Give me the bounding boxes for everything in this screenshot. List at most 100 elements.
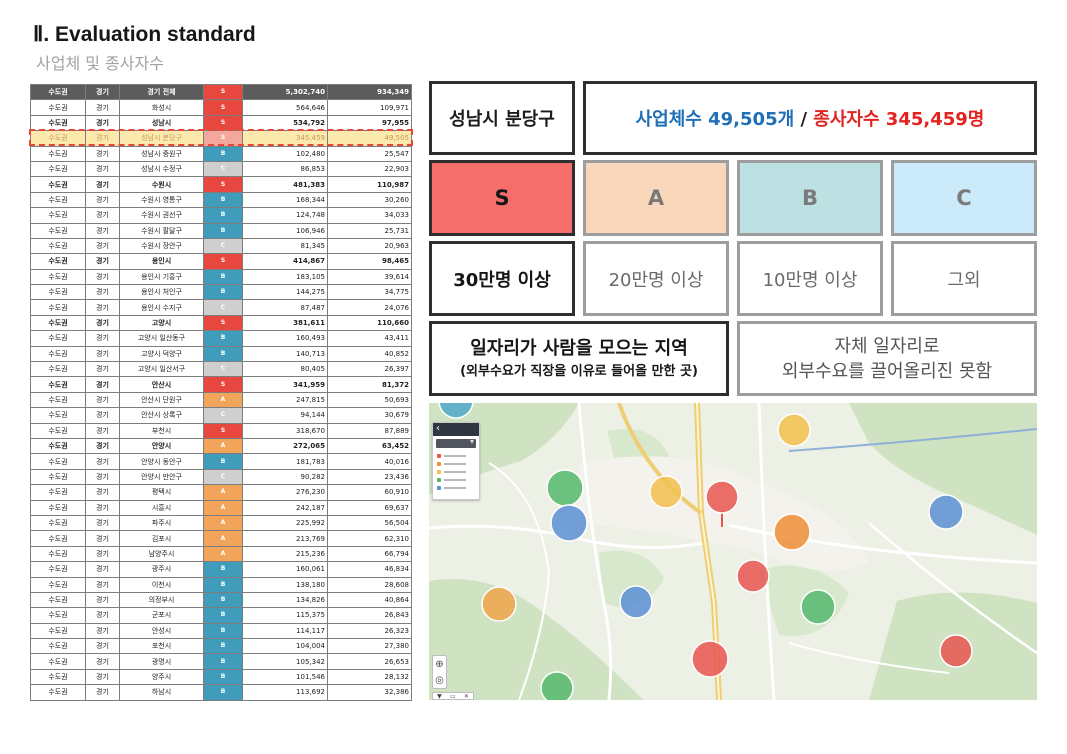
- map-cluster-marker[interactable]: [705, 480, 739, 514]
- legend-item[interactable]: [433, 468, 479, 476]
- table-row: 수도권 경기 수원시 S 481,383 110,987: [30, 176, 412, 193]
- legend-item[interactable]: [433, 452, 479, 460]
- region-cell: 수도권: [30, 453, 86, 470]
- table-row: 수도권 경기 수원시 권선구 B 124,748 34,033: [30, 207, 412, 224]
- grade-cell: B: [203, 684, 243, 701]
- region-cell: 수도권: [30, 591, 86, 609]
- region-cell: 수도권: [30, 237, 86, 255]
- area-name-cell: 안산시 상록구: [119, 407, 204, 424]
- locate-icon[interactable]: ⊕: [435, 658, 444, 670]
- region-cell: 수도권: [30, 145, 86, 162]
- legend-dropdown[interactable]: ▾: [436, 437, 476, 448]
- region-cell: 수도권: [30, 468, 86, 486]
- area-name-cell: 시흥시: [119, 499, 204, 516]
- employee-count-cell: 87,487: [242, 299, 328, 316]
- region-cell: 수도권: [30, 437, 86, 455]
- layers-icon[interactable]: ◎: [435, 674, 444, 686]
- employee-count-cell: 381,611: [242, 314, 328, 332]
- map-canvas[interactable]: [429, 403, 1037, 700]
- grade-cell: B: [203, 268, 243, 286]
- table-row: 수도권 경기 광명시 B 105,342 26,653: [30, 653, 412, 670]
- region-cell: 수도권: [30, 284, 86, 301]
- map-cluster-marker[interactable]: [736, 559, 770, 593]
- map-cluster-marker[interactable]: [649, 475, 683, 509]
- grade-cell: C: [203, 160, 243, 178]
- region-cell: 수도권: [30, 361, 86, 378]
- map-cluster-marker[interactable]: [540, 671, 574, 700]
- cluster-map[interactable]: ‹ ▾ ⊕ ◎ ▼ ▭ ✕: [429, 403, 1037, 700]
- employee-count-cell: 225,992: [242, 514, 328, 532]
- employee-count-cell: 104,004: [242, 638, 328, 655]
- region-cell: 수도권: [30, 653, 86, 670]
- region-cell: 수도권: [30, 222, 86, 239]
- table-row: 수도권 경기 광주시 B 160,061 46,834: [30, 561, 412, 578]
- pin-icon[interactable]: ▼: [437, 692, 442, 700]
- legend-item[interactable]: [433, 460, 479, 468]
- employee-count-cell: 534,792: [242, 114, 328, 132]
- table-row: 수도권 경기 안성시 B 114,117 26,323: [30, 622, 412, 640]
- province-cell: 경기: [85, 253, 120, 270]
- legend-swatch: [437, 454, 441, 458]
- area-name-cell: 김포시: [119, 530, 204, 547]
- table-row: 수도권 경기 고양시 덕양구 B 140,713 40,852: [30, 345, 412, 363]
- table-row: 수도권 경기 수원시 팔달구 B 106,946 25,731: [30, 222, 412, 239]
- area-name-cell: 안양시 만안구: [119, 468, 204, 486]
- map-cluster-marker[interactable]: [481, 586, 517, 622]
- province-cell: 경기: [85, 391, 120, 409]
- print-icon[interactable]: ▭: [449, 692, 456, 700]
- highway: [617, 403, 703, 515]
- map-cluster-marker[interactable]: [928, 494, 964, 530]
- map-cluster-marker[interactable]: [939, 634, 973, 668]
- business-count-cell: 40,016: [327, 453, 412, 470]
- threshold-box-a: 20만명 이상: [583, 241, 729, 316]
- table-row: 수도권 경기 수원시 장안구 C 81,345 20,963: [30, 237, 412, 255]
- business-count: 사업체수 49,505개: [635, 109, 795, 130]
- cluster-layer[interactable]: [438, 403, 973, 700]
- description-box-self-contained: 자체 일자리로 외부수요를 끌어올리진 못함: [737, 321, 1037, 396]
- table-row: 수도권 경기 성남시 S 534,792 97,955: [30, 114, 412, 132]
- province-cell: 경기: [85, 499, 120, 516]
- employee-count-cell: 81,345: [242, 237, 328, 255]
- threshold-label: 그외: [947, 269, 981, 291]
- region-cell: 수도권: [30, 545, 86, 563]
- grade-cell: C: [203, 237, 243, 255]
- table-row: 수도권 경기 양주시 B 101,546 28,132: [30, 668, 412, 686]
- chevron-left-icon[interactable]: ‹: [436, 423, 440, 434]
- legend-item[interactable]: [433, 476, 479, 484]
- map-cluster-marker[interactable]: [773, 513, 811, 551]
- grade-cell: B: [203, 207, 243, 224]
- threshold-label: 10만명 이상: [762, 269, 858, 291]
- region-cell: 수도권: [30, 638, 86, 655]
- grade-cell: S: [203, 130, 243, 147]
- region-cell: 수도권: [30, 499, 86, 516]
- employee-count-cell: 183,105: [242, 268, 328, 286]
- grade-cell: S: [203, 176, 243, 193]
- area-name-cell: 수원시 권선구: [119, 207, 204, 224]
- grade-cell: S: [203, 114, 243, 132]
- grade-cell: C: [203, 468, 243, 486]
- map-cluster-marker[interactable]: [800, 589, 836, 625]
- map-cluster-marker[interactable]: [546, 469, 584, 507]
- province-cell: 경기: [85, 514, 120, 532]
- legend-item[interactable]: [433, 484, 479, 492]
- province-cell: 경기: [85, 376, 120, 393]
- business-count-cell: 109,971: [327, 99, 412, 116]
- description-title: 일자리가 사람을 모으는 지역: [470, 337, 688, 359]
- business-count-cell: 22,903: [327, 160, 412, 178]
- map-cluster-marker[interactable]: [438, 403, 474, 419]
- province-cell: 경기: [85, 207, 120, 224]
- employee-count-cell: 345,459: [242, 130, 328, 147]
- map-control-stack: ⊕ ◎: [432, 655, 447, 689]
- grade-cell: B: [203, 330, 243, 347]
- close-icon[interactable]: ✕: [463, 692, 469, 700]
- map-cluster-marker[interactable]: [619, 585, 653, 619]
- summary-separator: /: [800, 109, 808, 130]
- map-cluster-marker[interactable]: [777, 413, 811, 447]
- legend-header: ‹: [433, 423, 479, 436]
- map-cluster-marker[interactable]: [691, 640, 729, 678]
- business-count-cell: 56,504: [327, 514, 412, 532]
- province-cell: 경기: [85, 484, 120, 501]
- map-cluster-marker[interactable]: [550, 504, 588, 542]
- threshold-box-s: 30만명 이상: [429, 241, 575, 316]
- region-cell: 수도권: [30, 253, 86, 270]
